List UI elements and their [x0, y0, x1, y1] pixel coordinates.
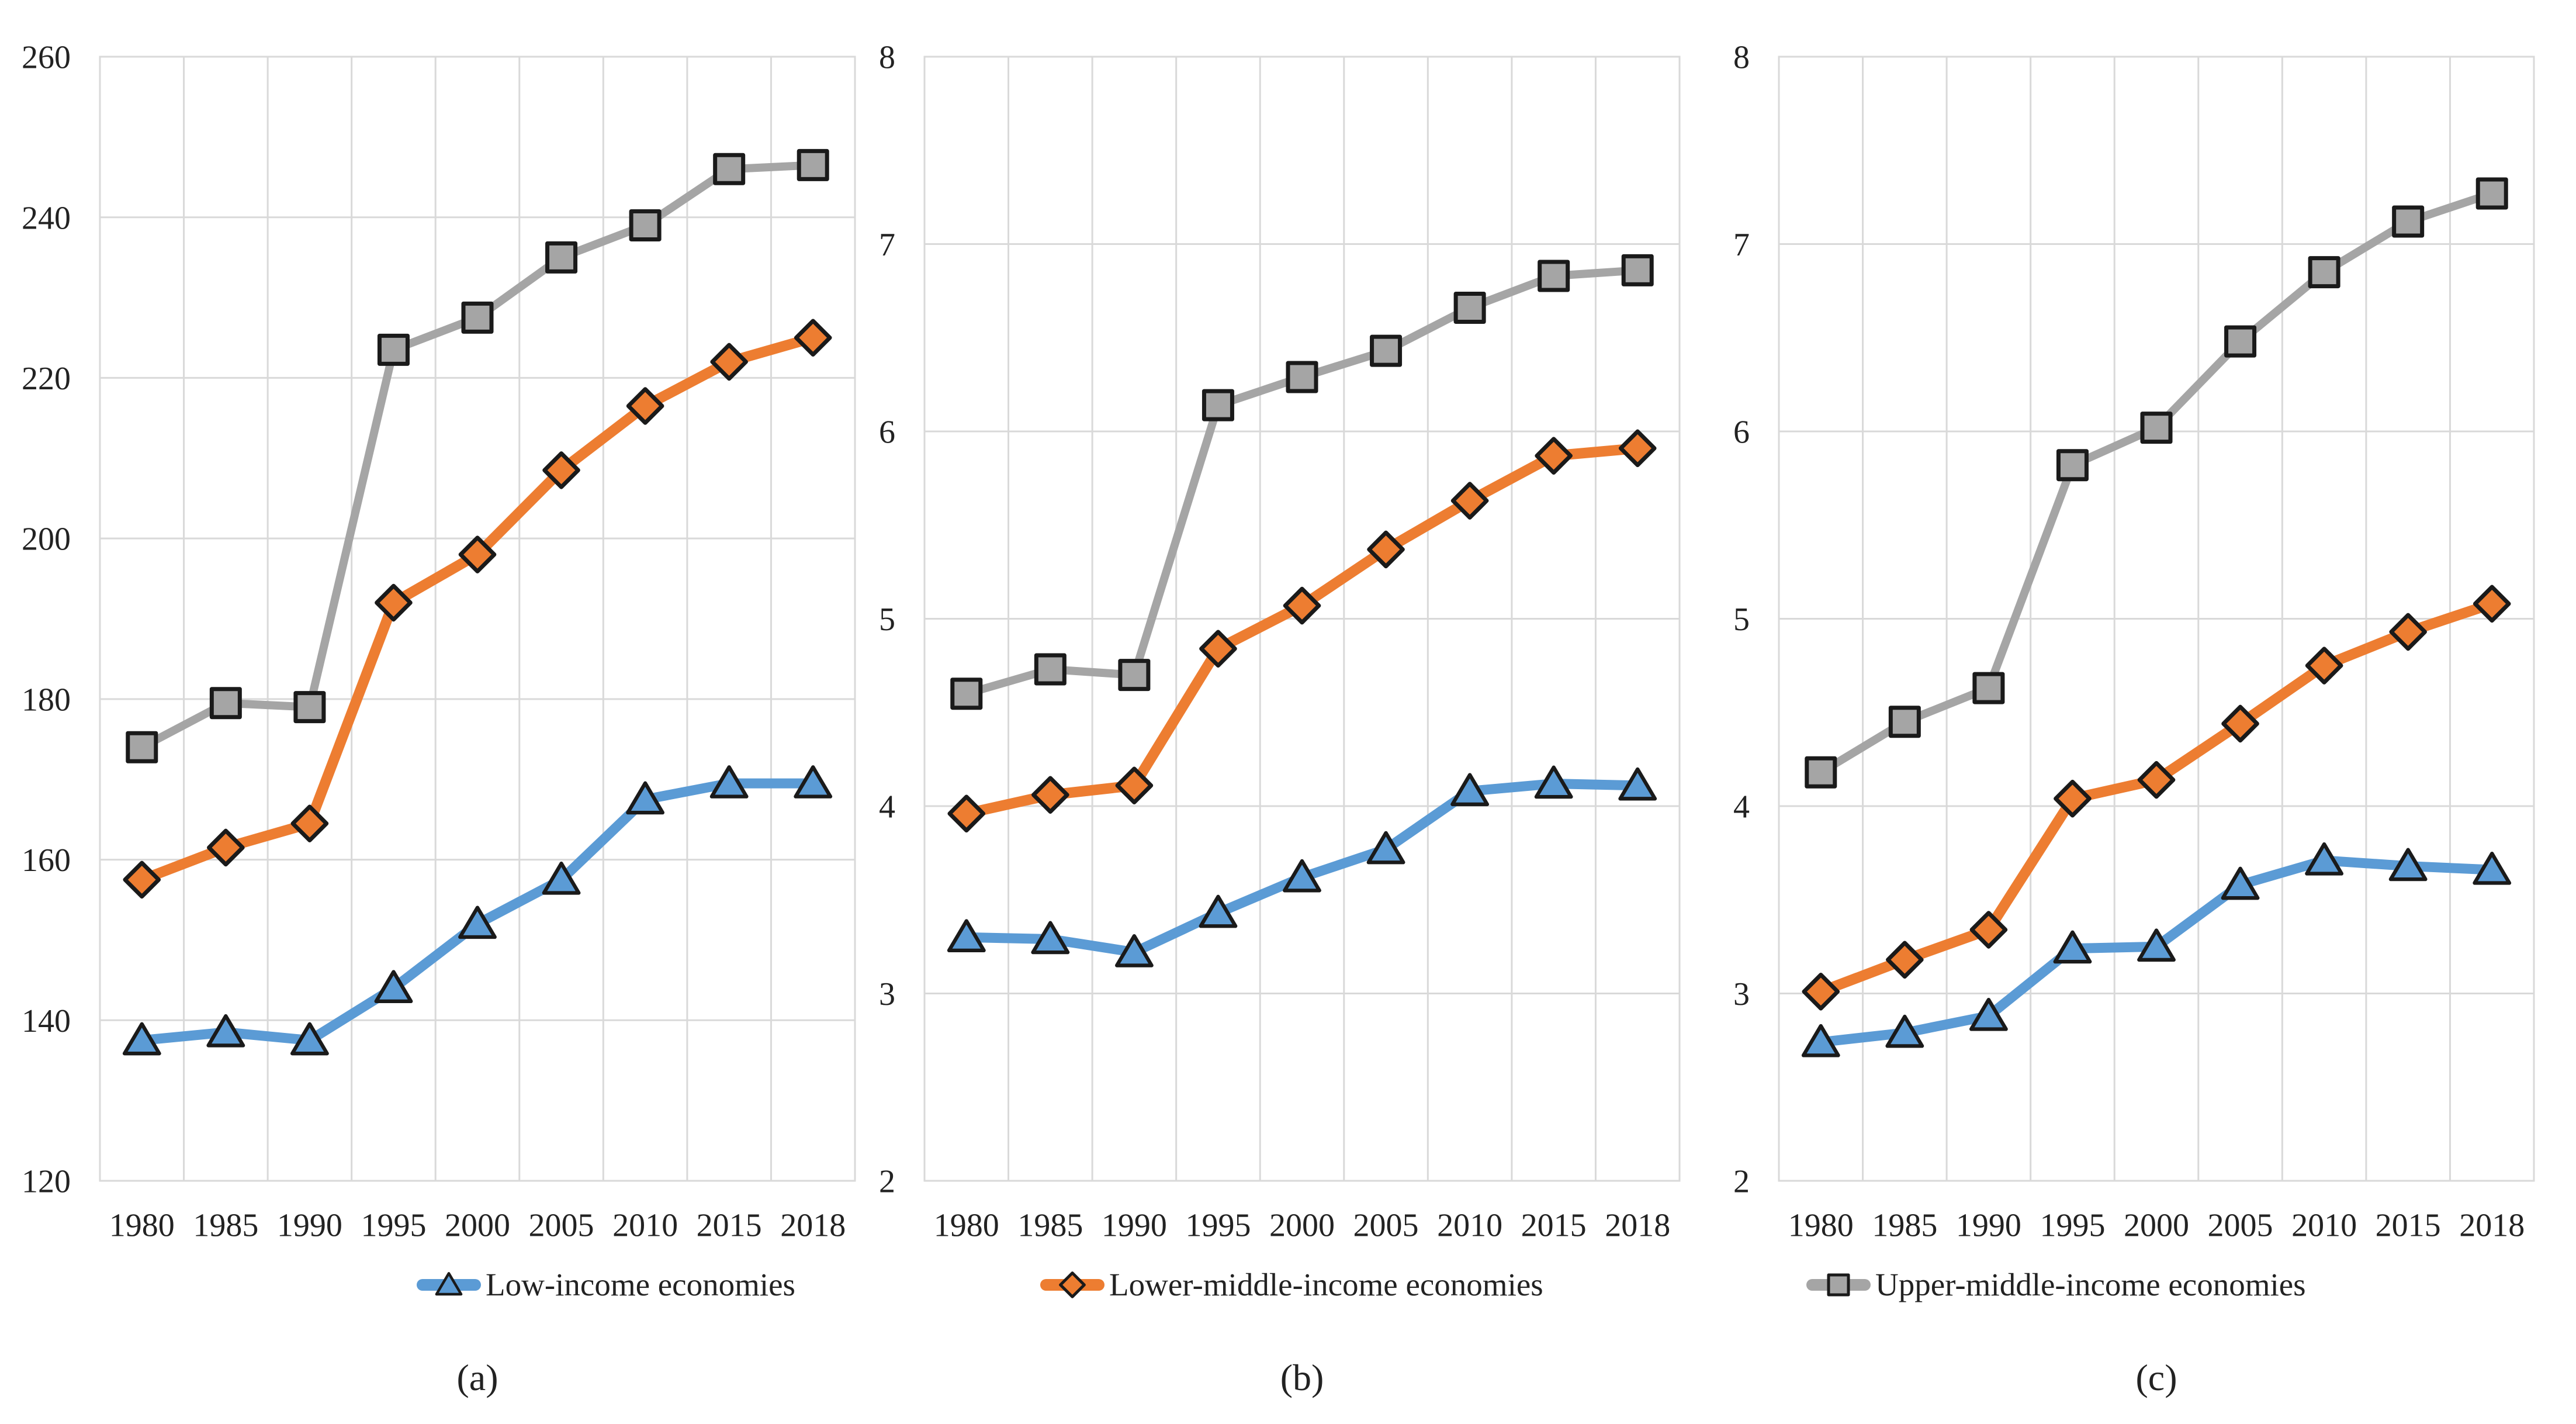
svg-text:8: 8	[1733, 40, 1750, 76]
svg-text:1995: 1995	[1185, 1208, 1251, 1244]
svg-text:2015: 2015	[1521, 1208, 1587, 1244]
svg-text:8: 8	[879, 40, 895, 76]
svg-text:2015: 2015	[2376, 1208, 2441, 1244]
svg-text:180: 180	[22, 682, 71, 718]
svg-text:2005: 2005	[1353, 1208, 1419, 1244]
legend-label-upper-middle-income: Upper-middle-income economies	[1875, 1267, 2306, 1302]
svg-text:2000: 2000	[2124, 1208, 2189, 1244]
legend-label-low-income: Low-income economies	[486, 1267, 795, 1302]
caption-a: (a)	[456, 1357, 498, 1398]
legend-c: Upper-middle-income economies	[1806, 1261, 2576, 1308]
svg-text:4: 4	[879, 789, 895, 825]
svg-text:5: 5	[879, 602, 895, 638]
svg-text:2010: 2010	[1437, 1208, 1502, 1244]
chart-panel-a: 120 140 160 180 200 220 240 260 1980 1985 1990 1995…	[0, 0, 865, 1424]
svg-text:1990: 1990	[1102, 1208, 1167, 1244]
svg-text:240: 240	[22, 200, 71, 236]
svg-text:4: 4	[1733, 789, 1750, 825]
svg-text:160: 160	[22, 842, 71, 879]
line-chart-b: 2 3 4 5 6 7 8 1980 1985 1990 1995 2000 2005 2010 2015 2…	[879, 40, 1681, 1244]
svg-text:1980: 1980	[109, 1208, 175, 1244]
svg-text:140: 140	[22, 1003, 71, 1039]
svg-text:2018: 2018	[780, 1208, 846, 1244]
svg-text:1985: 1985	[1872, 1208, 1937, 1244]
svg-text:2: 2	[879, 1164, 895, 1200]
legend-marker-square-icon	[1806, 1273, 1871, 1297]
svg-text:6: 6	[1733, 414, 1750, 451]
svg-text:200: 200	[22, 521, 71, 558]
svg-text:2005: 2005	[529, 1208, 594, 1244]
legend-a: Low-income economies	[417, 1261, 865, 1308]
svg-text:2: 2	[1733, 1164, 1750, 1200]
caption-c: (c)	[2135, 1357, 2177, 1398]
legend-marker-diamond-icon	[1040, 1271, 1105, 1298]
chart-panel-b: 2 3 4 5 6 7 8 1980 1985 1990 1995 2000 2005 2010 2015 2…	[865, 0, 1724, 1424]
legend-b: Lower-middle-income economies	[1040, 1261, 1724, 1308]
svg-text:3: 3	[879, 976, 895, 1012]
line-chart-c: 2 3 4 5 6 7 8 1980 1985 1990 1995 2000 2005 2010 2015 2…	[1733, 40, 2535, 1244]
svg-text:1985: 1985	[193, 1208, 258, 1244]
legend-label-lower-middle-income: Lower-middle-income economies	[1109, 1267, 1543, 1302]
svg-text:3: 3	[1733, 976, 1750, 1012]
svg-text:220: 220	[22, 361, 71, 397]
svg-text:1990: 1990	[1956, 1208, 2021, 1244]
svg-text:2010: 2010	[612, 1208, 678, 1244]
svg-text:7: 7	[879, 227, 895, 263]
svg-text:5: 5	[1733, 602, 1750, 638]
svg-text:1990: 1990	[277, 1208, 342, 1244]
chart-panel-c: 2 3 4 5 6 7 8 1980 1985 1990 1995 2000 2005 2010 2015 2…	[1724, 0, 2576, 1424]
svg-text:2000: 2000	[1269, 1208, 1335, 1244]
caption-b: (b)	[1280, 1357, 1324, 1398]
svg-text:7: 7	[1733, 227, 1750, 263]
svg-text:2010: 2010	[2291, 1208, 2357, 1244]
legend-marker-triangle-icon	[417, 1272, 481, 1296]
svg-text:2000: 2000	[445, 1208, 510, 1244]
svg-text:1985: 1985	[1017, 1208, 1083, 1244]
svg-text:2018: 2018	[1605, 1208, 1670, 1244]
svg-text:2015: 2015	[697, 1208, 762, 1244]
svg-text:1980: 1980	[1788, 1208, 1854, 1244]
line-chart-a: 120 140 160 180 200 220 240 260 1980 1985 1990 1995…	[22, 40, 856, 1244]
svg-text:260: 260	[22, 40, 71, 76]
svg-text:2018: 2018	[2459, 1208, 2525, 1244]
svg-text:120: 120	[22, 1164, 71, 1200]
svg-text:1995: 1995	[361, 1208, 426, 1244]
svg-text:6: 6	[879, 414, 895, 451]
svg-text:1980: 1980	[934, 1208, 999, 1244]
svg-text:1995: 1995	[2040, 1208, 2105, 1244]
svg-text:2005: 2005	[2208, 1208, 2273, 1244]
